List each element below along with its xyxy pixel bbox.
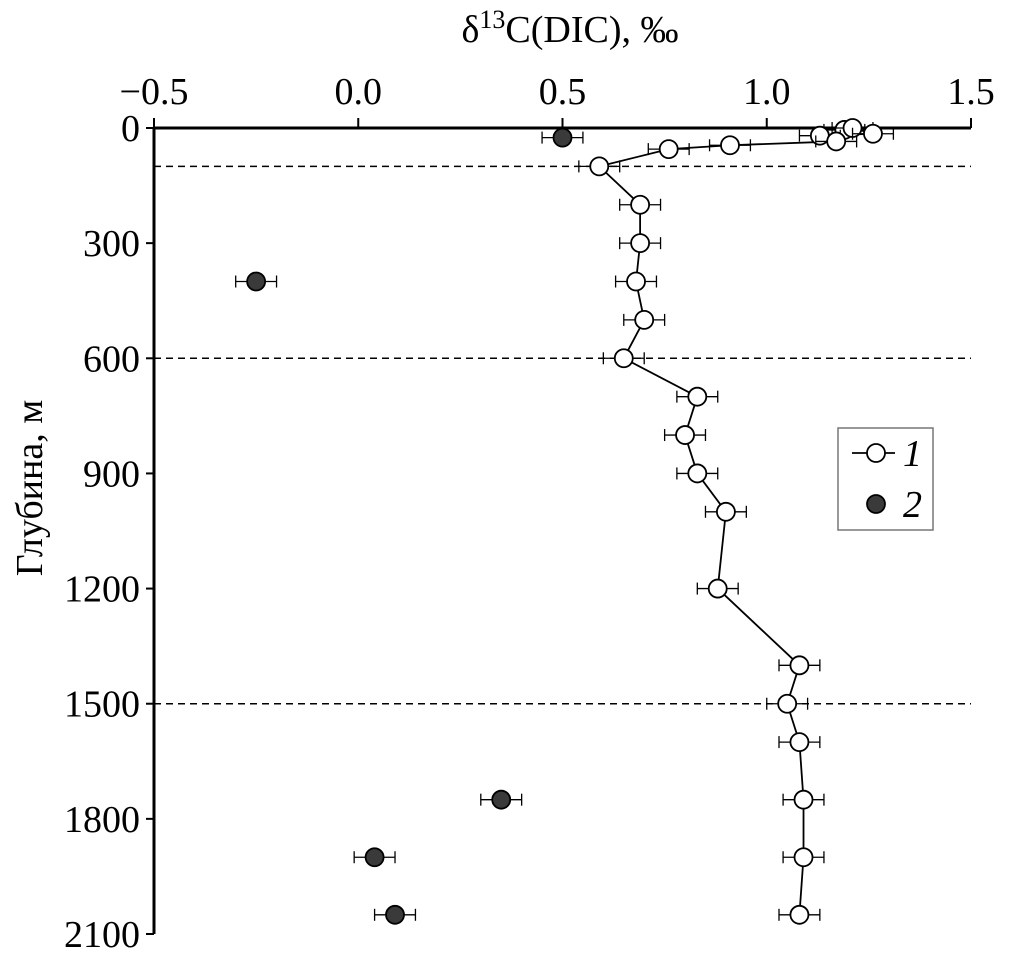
filled-marker [552,127,573,148]
open-marker [826,131,847,152]
open-marker [634,310,655,330]
data-point [782,789,825,810]
x-tick-label: 0.5 [539,71,587,113]
data-point [778,904,821,925]
data-point [778,732,821,752]
legend-marker-1 [866,443,886,463]
data-point [778,655,821,676]
open-marker [863,123,883,144]
data-point [704,501,747,522]
x-tick-label: 1.5 [947,71,995,113]
data-point [708,135,752,156]
data-point [696,578,739,599]
data-point [676,386,719,407]
x-tick-label: −0.5 [120,71,189,113]
data-point [602,348,645,369]
open-marker [630,194,651,215]
open-marker [658,139,679,160]
open-marker [707,578,728,599]
open-marker [793,847,814,868]
legend-label-2: 2 [903,484,922,526]
data-point [676,463,719,484]
series-2 [235,127,584,925]
legend-label-1: 1 [903,433,922,475]
x-axis-title-superscript: 13 [479,5,505,34]
data-point [619,194,662,215]
legend-box [837,427,934,531]
x-tick-label: 0.0 [335,71,383,113]
open-marker [777,693,798,714]
data-point [480,789,523,810]
x-tick-label: 1.0 [743,71,791,113]
data-point [614,271,658,292]
open-marker [630,233,651,254]
y-tick-label: 0 [121,108,140,150]
open-marker [789,732,810,752]
y-tick-label: 900 [83,453,140,495]
filled-marker [491,789,512,810]
open-marker [626,271,646,292]
open-marker [716,501,736,522]
data-point [235,271,278,292]
y-tick-label: 1500 [64,684,140,726]
open-marker [789,904,810,925]
y-tick-label: 1800 [64,799,140,841]
data-point [766,693,809,714]
data-point [782,847,825,868]
filled-marker [246,271,267,292]
open-marker [793,789,814,810]
series-1 [578,118,895,925]
data-point [815,131,858,152]
y-tick-label: 1200 [64,569,140,611]
open-marker [687,386,708,407]
data-point [623,310,666,330]
y-tick-label: 2100 [64,914,140,956]
data-point [373,904,417,925]
data-point [353,847,396,868]
data-point [541,127,584,148]
open-marker [675,425,695,445]
filled-marker [364,847,385,868]
data-point [647,139,690,160]
data-point [851,123,895,144]
filled-marker [385,904,405,925]
data-point [578,156,621,177]
data-point [663,425,707,445]
y-axis-title: Глубина, м [9,400,51,577]
legend: 12 [837,427,934,531]
open-marker [613,348,634,369]
legend-marker-2 [866,494,886,514]
open-marker [720,135,740,156]
open-marker [687,463,708,484]
x-axis-title: δ13C(DIC), ‰ [461,5,678,52]
plot-area: −0.5 0.0 0.5 1.0 1.5030060090012001500180021… [64,71,995,956]
data-point [619,233,662,254]
open-marker [589,156,610,177]
open-marker [789,655,810,676]
y-tick-label: 600 [83,338,140,380]
y-tick-label: 300 [83,223,140,265]
